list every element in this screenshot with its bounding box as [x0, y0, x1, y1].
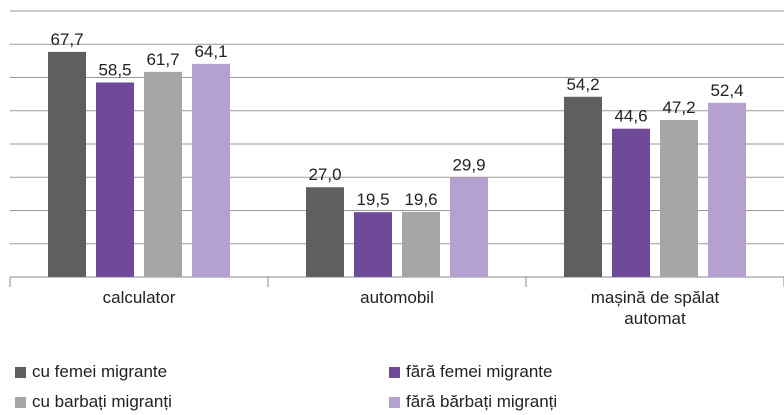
legend-swatch — [15, 366, 26, 378]
bar — [354, 212, 392, 277]
legend-label: cu femei migrante — [32, 362, 168, 381]
value-label: 58,5 — [98, 60, 131, 79]
bar — [660, 120, 698, 277]
bar — [96, 82, 134, 277]
legend-item: cu femei migrante — [15, 362, 167, 382]
bar — [564, 96, 602, 277]
bar — [708, 102, 746, 278]
legend-swatch — [15, 396, 26, 408]
bar — [48, 51, 86, 278]
legend-label: cu barbați migranți — [32, 392, 172, 411]
value-label: 27,0 — [308, 165, 341, 184]
legend-item: cu barbați migranți — [15, 392, 172, 412]
bar — [612, 128, 650, 277]
value-label: 44,6 — [614, 107, 647, 126]
x-tick-label: mașină de spălat automat — [590, 288, 720, 328]
legend-item: fără femei migrante — [389, 362, 552, 382]
value-label: 47,2 — [662, 98, 695, 117]
value-label: 67,7 — [50, 30, 83, 49]
bar — [306, 187, 344, 277]
value-label: 54,2 — [566, 75, 599, 94]
value-label: 52,4 — [710, 81, 743, 100]
bar — [450, 177, 488, 277]
legend-label: fără bărbați migranți — [406, 392, 558, 411]
legend-item: fără bărbați migranți — [389, 392, 557, 412]
value-label: 61,7 — [146, 50, 179, 69]
bar — [144, 71, 182, 277]
x-tick-label: automobil — [360, 288, 434, 307]
legend-swatch — [389, 396, 400, 408]
value-label: 64,1 — [194, 42, 227, 61]
value-label: 19,6 — [404, 190, 437, 209]
x-tick-label: calculator — [102, 288, 176, 307]
bar — [402, 211, 440, 277]
legend-label: fără femei migrante — [406, 362, 553, 381]
bar — [192, 63, 230, 278]
legend-swatch — [389, 366, 400, 378]
value-label: 29,9 — [452, 156, 485, 175]
value-label: 19,5 — [356, 190, 389, 209]
